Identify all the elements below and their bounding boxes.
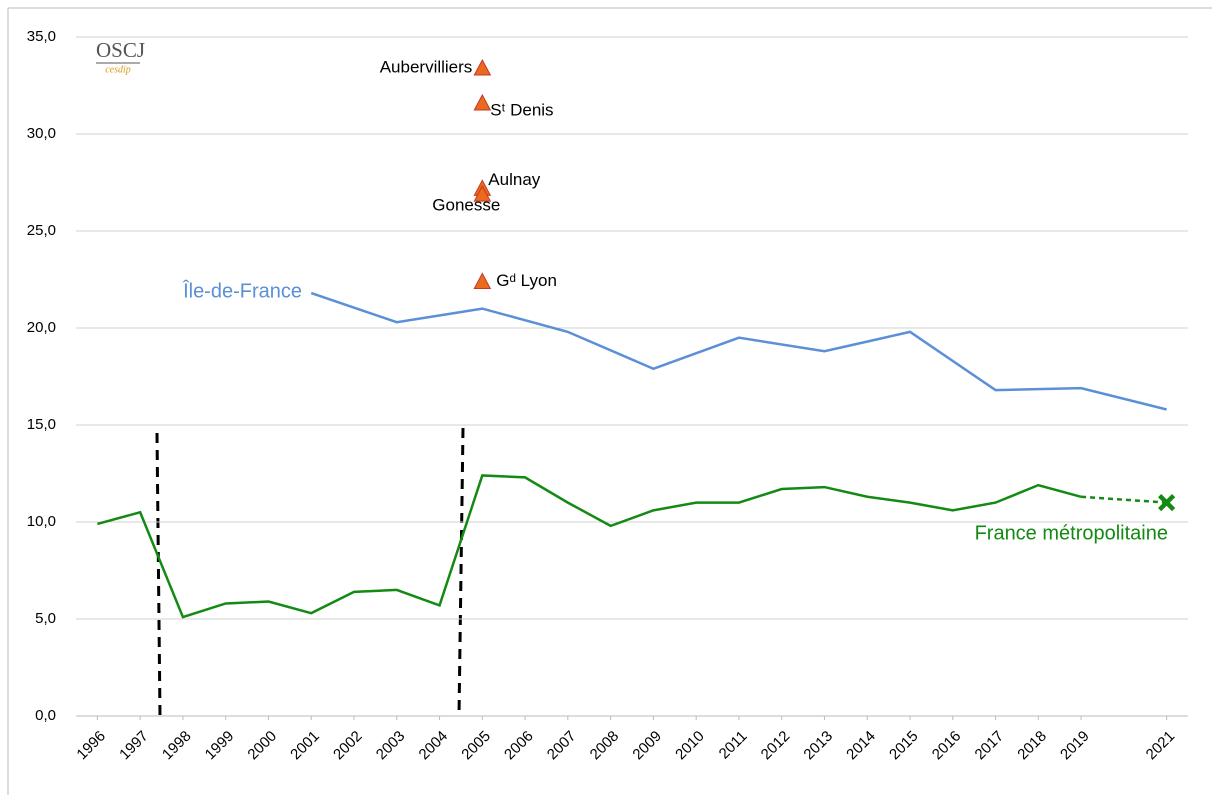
- x-tick-label: 2013: [800, 728, 836, 764]
- y-tick-label: 25,0: [27, 222, 56, 239]
- projection-line: [1080, 495, 1167, 504]
- x-tick-label: 2004: [416, 728, 452, 764]
- x-tick-label: 2001: [287, 728, 323, 764]
- point-label: Aubervilliers: [380, 58, 473, 77]
- break-line: [155, 432, 162, 717]
- x-tick-label: 2021: [1143, 728, 1179, 764]
- x-tick-label: 2010: [672, 728, 708, 764]
- series-line: [97, 474, 1082, 619]
- x-tick-label: 2000: [244, 728, 280, 764]
- y-tick-label: 35,0: [27, 28, 56, 45]
- x-tick-label: 2017: [972, 728, 1008, 764]
- y-tick-label: 5,0: [35, 610, 56, 627]
- x-tick-label: 2019: [1057, 728, 1093, 764]
- x-tick-label: 2002: [330, 728, 366, 764]
- point-label: Gonesse: [432, 196, 500, 215]
- x-tick-label: 2018: [1014, 728, 1050, 764]
- logo-title: OSCJ: [96, 38, 145, 62]
- break-line: [457, 427, 465, 717]
- y-tick-label: 10,0: [27, 513, 56, 530]
- x-tick-label: 2016: [929, 728, 965, 764]
- x-tick-label: 2015: [886, 728, 922, 764]
- y-tick-label: 30,0: [27, 125, 56, 142]
- point-label: Aulnay: [488, 170, 540, 189]
- x-tick-label: 2009: [629, 728, 665, 764]
- x-tick-label: 2003: [373, 728, 409, 764]
- x-tick-label: 2005: [458, 728, 494, 764]
- x-tick-label: 2011: [716, 728, 751, 763]
- series-label: Île-de-France: [182, 279, 302, 302]
- x-tick-label: 2007: [544, 728, 580, 764]
- y-tick-label: 15,0: [27, 416, 56, 433]
- logo-subtitle: cesdip: [105, 64, 131, 75]
- triangle-marker: [473, 58, 492, 76]
- triangle-marker: [473, 185, 492, 202]
- series-line: [310, 291, 1167, 411]
- x-marker: [1158, 494, 1176, 512]
- x-tick-label: 2006: [501, 728, 537, 764]
- x-tick-label: 2014: [843, 728, 879, 764]
- series-label: France métropolitaine: [975, 522, 1168, 544]
- x-tick-label: 2012: [758, 728, 794, 764]
- x-tick-label: 1999: [202, 728, 238, 764]
- x-tick-label: 1998: [159, 728, 195, 764]
- x-tick-label: 1997: [116, 728, 152, 764]
- y-tick-label: 20,0: [27, 319, 56, 336]
- point-label: Sᵗ Denis: [490, 100, 553, 119]
- x-tick-label: 2008: [587, 728, 623, 764]
- y-tick-label: 0,0: [35, 707, 56, 724]
- x-tick-label: 1996: [73, 728, 109, 764]
- point-label: Gᵈ Lyon: [496, 271, 557, 290]
- triangle-marker: [473, 272, 492, 289]
- triangle-marker: [473, 93, 492, 111]
